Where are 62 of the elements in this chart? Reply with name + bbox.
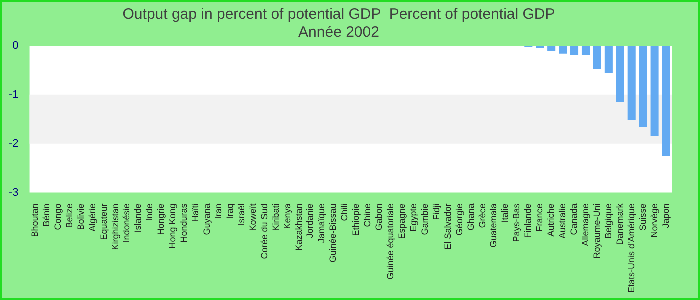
x-tick-label: Gabon (374, 204, 384, 231)
x-tick-label: Chili (340, 204, 350, 222)
x-tick-label: Kenya (282, 204, 292, 230)
x-tick-label: Guinée-Bissau (328, 204, 338, 263)
x-tick-label: Espagne (396, 204, 407, 240)
x-tick-label: Bénin (41, 204, 52, 227)
x-tick-label: Indonésie (122, 204, 132, 243)
x-tick-label: France (534, 204, 545, 232)
x-tick-label: Géorgie (454, 204, 464, 236)
x-tick-label: El Salvador (442, 204, 453, 250)
x-tick-label: Fidji (431, 204, 442, 220)
x-tick-label: Haïti (190, 204, 201, 222)
y-tick-label: -2 (9, 138, 19, 150)
x-tick-label: Guatemala (488, 204, 499, 248)
x-tick-label: Canada (569, 204, 580, 236)
x-tick-label: Honduras (179, 203, 190, 243)
x-tick-label: Norvège (649, 204, 660, 238)
x-tick-label: Ghana (466, 204, 476, 231)
x-tick-label: Australie (558, 204, 568, 239)
x-tick-label: Algérie (87, 204, 98, 232)
x-tick-label: Pays-Bas (512, 203, 522, 242)
x-tick-label: Inde (144, 204, 155, 222)
x-tick-label: Ethiopie (351, 204, 362, 236)
x-tick-label: Autriche (546, 204, 556, 237)
x-tick-label: Bolivie (76, 204, 86, 230)
x-tick-label: Jamaïque (316, 204, 327, 244)
x-tick-label: Royaume-Uni (592, 204, 602, 259)
chart-subtitle: Année 2002 (298, 24, 380, 42)
x-tick-label: Guyana (202, 204, 212, 236)
x-tick-label: Kazakhstan (294, 204, 304, 251)
x-tick-label: Belize (64, 204, 74, 228)
x-tick-label: Israël (236, 204, 246, 226)
x-tick-label: Kirghizistan (110, 204, 120, 250)
x-tick-label: Grèce (477, 204, 488, 228)
x-tick-label: Gambie (420, 204, 430, 236)
x-tick-label: Equateur (98, 204, 109, 240)
x-tick-label: Koweït (248, 203, 258, 232)
x-tick-label: Finlande (523, 204, 534, 238)
y-tick-label: 0 (12, 40, 19, 52)
x-tick-label: Bhoutan (30, 204, 40, 238)
chart-title: Output gap in percent of potential GDP Percent of potential GDP (122, 6, 556, 24)
y-tick-label: -3 (9, 186, 19, 199)
x-tick-label: Danemark (614, 203, 625, 246)
y-tick-label: -1 (9, 88, 19, 101)
x-tick-label: Italie (500, 204, 510, 223)
x-tick-label: Kiribati (270, 204, 281, 232)
x-tick-label: Hongrie (156, 204, 166, 236)
x-tick-label: Iraq (224, 204, 235, 220)
x-tick-label: Suisse (638, 204, 648, 231)
x-tick-label: Allemagne (580, 204, 590, 246)
x-tick-label: Islande (133, 204, 144, 233)
x-tick-label: Iran (213, 204, 224, 220)
x-tick-label: Belgique (603, 204, 614, 239)
x-tick-label: Guinée équatoriale (386, 204, 396, 280)
x-tick-label: Japon (660, 204, 671, 228)
x-tick-label: Jordanie (305, 204, 316, 238)
x-tick-label: Egypte (408, 204, 418, 232)
x-tick-label: Congo (52, 204, 63, 230)
x-tick-label: Hong Kong (168, 204, 178, 249)
x-tick-label: Chine (362, 204, 373, 228)
x-tick-label: Etats-Unis d'Amérique (626, 204, 636, 294)
x-tick-label: Corée du Sud (259, 204, 270, 260)
